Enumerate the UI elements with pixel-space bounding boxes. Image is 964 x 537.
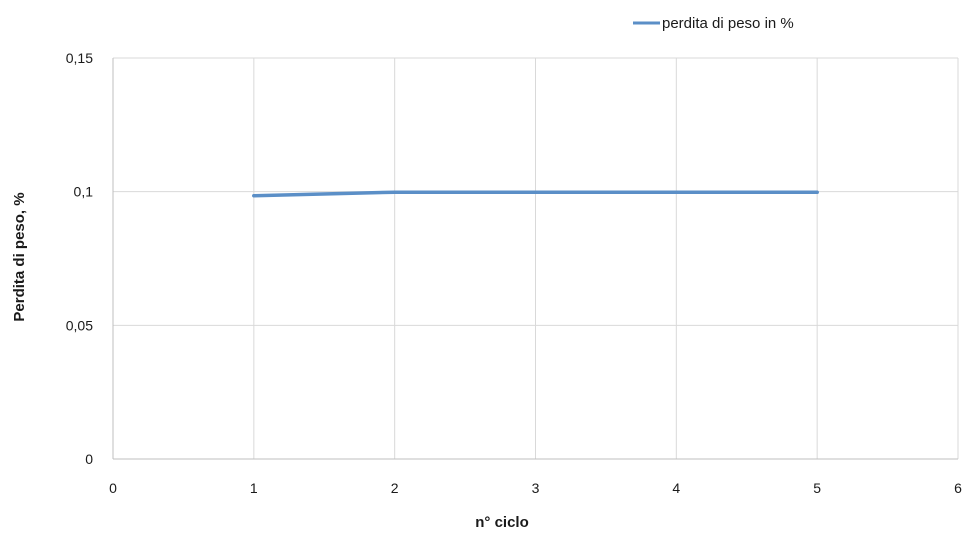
x-tick-label: 2 <box>391 480 399 496</box>
x-tick-label: 1 <box>250 480 258 496</box>
y-tick-label: 0,05 <box>66 317 93 333</box>
labels-layer: 0 0,05 0,1 0,15 0 1 2 3 4 5 6 <box>66 50 962 496</box>
data-point <box>252 194 256 198</box>
x-tick-label: 4 <box>672 480 680 496</box>
x-axis-title: n° ciclo <box>475 514 529 531</box>
x-tick-label: 0 <box>109 480 117 496</box>
legend: perdita di peso in % <box>633 15 794 32</box>
x-tick-label: 6 <box>954 480 962 496</box>
data-point <box>674 190 678 194</box>
data-point <box>393 190 397 194</box>
y-tick-label: 0 <box>85 451 93 467</box>
x-tick-label: 3 <box>532 480 540 496</box>
series-layer <box>252 190 819 198</box>
y-tick-label: 0,1 <box>74 184 94 200</box>
data-point <box>534 190 537 194</box>
data-point <box>815 190 819 194</box>
legend-label: perdita di peso in % <box>662 15 794 32</box>
axes-layer <box>112 58 958 460</box>
y-axis-title: Perdita di peso, % <box>11 192 28 321</box>
y-tick-label: 0,15 <box>66 50 93 66</box>
x-tick-label: 5 <box>813 480 821 496</box>
grid-layer <box>113 57 959 459</box>
